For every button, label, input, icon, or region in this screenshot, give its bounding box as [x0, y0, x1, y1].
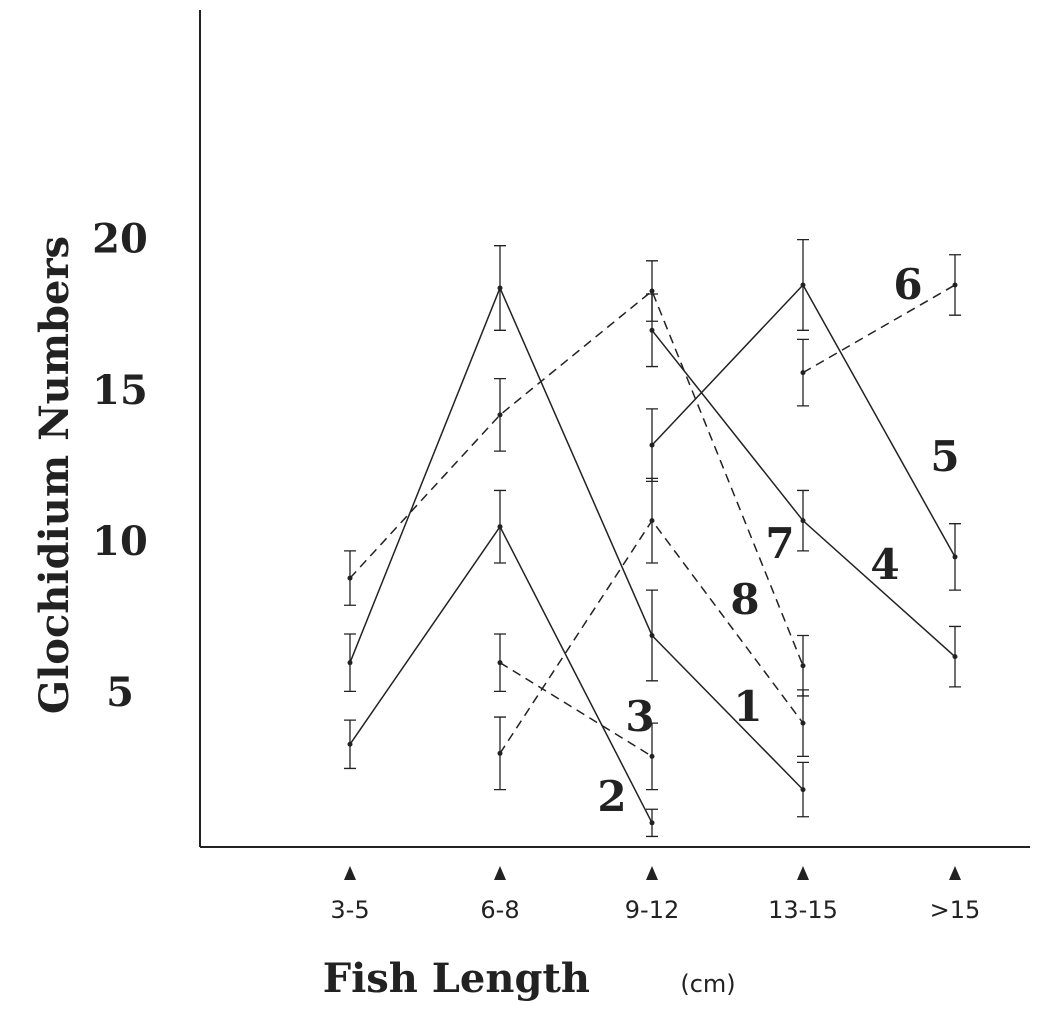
- data-point: [801, 282, 806, 287]
- series-label: 5: [930, 432, 959, 481]
- series-label: 4: [870, 540, 899, 589]
- x-tick-label: 6-8: [480, 896, 519, 924]
- data-point: [348, 742, 353, 747]
- category-marker: [949, 866, 961, 880]
- y-tick-label: 15: [92, 367, 148, 414]
- category-marker: [494, 866, 506, 880]
- data-point: [650, 328, 655, 333]
- data-point: [801, 663, 806, 668]
- x-tick-label: 3-5: [330, 896, 369, 924]
- data-point: [498, 751, 503, 756]
- series-label: 8: [730, 575, 759, 624]
- data-point: [348, 576, 353, 581]
- category-marker: [797, 866, 809, 880]
- y-tick-label: 10: [92, 518, 148, 565]
- y-axis-title: Glochidium Numbers: [31, 236, 78, 714]
- category-marker: [646, 866, 658, 880]
- data-point: [801, 518, 806, 523]
- x-tick-label: >15: [930, 896, 981, 924]
- series-line: [803, 285, 955, 373]
- data-point: [801, 370, 806, 375]
- x-tick-label: 13-15: [768, 896, 838, 924]
- category-marker: [344, 866, 356, 880]
- y-tick-label: 5: [106, 669, 134, 716]
- series-label: 3: [625, 692, 654, 741]
- data-point: [801, 787, 806, 792]
- data-point: [348, 660, 353, 665]
- data-point: [650, 754, 655, 759]
- data-point: [801, 721, 806, 726]
- data-point: [953, 282, 958, 287]
- x-axis-unit: (cm): [680, 970, 735, 998]
- data-point: [953, 654, 958, 659]
- series-label: 7: [765, 519, 794, 568]
- data-point: [498, 660, 503, 665]
- series-label: 2: [597, 772, 626, 821]
- data-point: [953, 554, 958, 559]
- x-tick-label: 9-12: [625, 896, 679, 924]
- data-point: [650, 633, 655, 638]
- data-point: [498, 524, 503, 529]
- series-label: 1: [733, 682, 762, 731]
- series-label: 6: [893, 260, 922, 309]
- y-tick-label: 20: [92, 216, 148, 263]
- x-axis-title: Fish Length: [323, 955, 590, 1002]
- data-point: [650, 289, 655, 294]
- data-point: [498, 285, 503, 290]
- chart: Glochidium Numbers Fish Length (cm) 5 10 1…: [0, 0, 1037, 1014]
- data-point: [498, 412, 503, 417]
- data-point: [650, 443, 655, 448]
- data-point: [650, 518, 655, 523]
- data-point: [650, 820, 655, 825]
